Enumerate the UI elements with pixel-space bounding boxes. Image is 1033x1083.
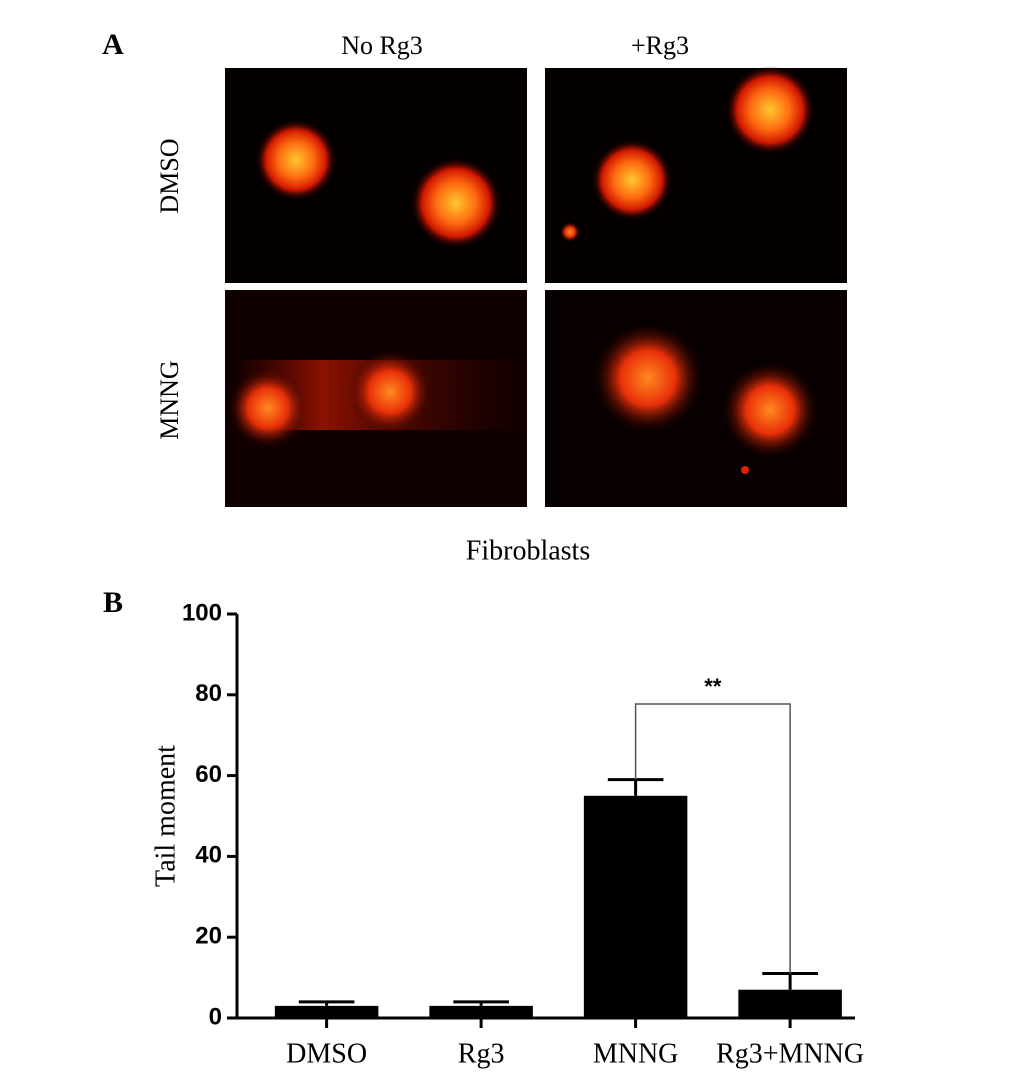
panel-b: B Tail moment 0 20 40 60 80 100 DMSO Rg3 MNNG Rg3… [103, 586, 864, 1070]
y-tick-label: 80 [195, 680, 222, 707]
column-label: +Rg3 [631, 31, 689, 60]
row-label: DMSO [155, 138, 184, 213]
y-tick-label: 40 [195, 842, 222, 869]
x-tick-label: Rg3+MNNG [716, 1038, 864, 1069]
y-tick-label: 0 [209, 1003, 222, 1030]
y-tick-label: 100 [182, 599, 222, 626]
bar [583, 795, 688, 1018]
comet-image [545, 66, 847, 283]
caption: Fibroblasts [466, 535, 590, 566]
annotation: ** [704, 674, 722, 699]
row-label: MNNG [155, 360, 184, 439]
comet-image [225, 290, 527, 507]
x-tick-label: Rg3 [458, 1038, 505, 1069]
panel-label: B [103, 586, 123, 619]
x-tick-label: DMSO [286, 1038, 367, 1069]
comet-image [225, 68, 527, 283]
bar [274, 1005, 379, 1018]
y-tick-label: 60 [195, 761, 222, 788]
x-tick-label: MNNG [593, 1038, 679, 1069]
bar [738, 989, 842, 1018]
significance-bracket [634, 703, 791, 974]
panel-a: A No Rg3 +Rg3 DMSO MNNG Fibroblasts [102, 28, 847, 566]
column-label: No Rg3 [341, 31, 423, 60]
y-axis-label: Tail moment [150, 745, 181, 887]
y-tick-label: 20 [195, 923, 222, 950]
bar [429, 1005, 533, 1018]
panel-label: A [102, 28, 124, 61]
comet-image [545, 290, 847, 507]
